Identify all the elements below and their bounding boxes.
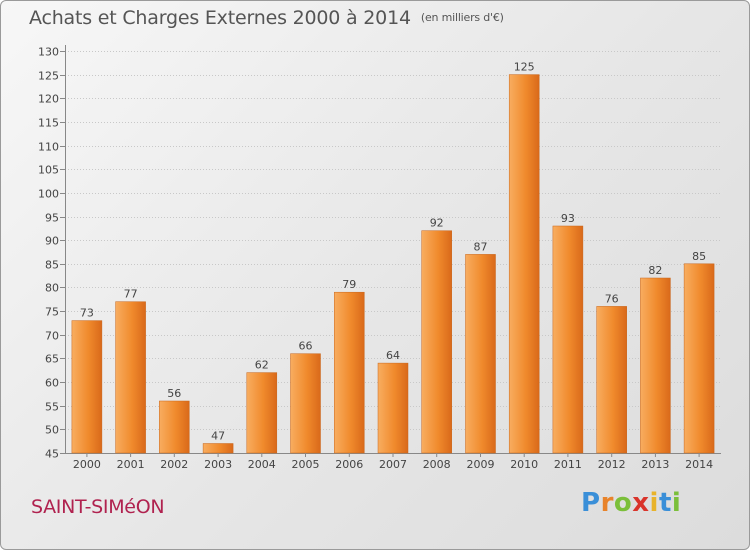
data-label: 92 — [430, 217, 444, 230]
bar-2009 — [465, 254, 496, 454]
data-label: 47 — [211, 430, 225, 443]
y-tick-label: 65 — [45, 353, 59, 366]
data-label: 87 — [474, 240, 488, 253]
data-label: 77 — [124, 288, 138, 301]
bar-2006 — [334, 291, 365, 454]
bar-2004 — [246, 372, 278, 454]
x-tick-label: 2013 — [641, 458, 669, 471]
data-label: 62 — [255, 359, 269, 372]
logo-letter: P — [581, 488, 601, 518]
x-tick-label: 2014 — [685, 458, 713, 471]
y-tick-label: 110 — [38, 141, 59, 154]
bar-2007 — [377, 362, 409, 454]
data-label: 79 — [342, 278, 356, 291]
x-tick-label: 2006 — [335, 458, 363, 471]
logo-letter: r — [600, 488, 614, 518]
y-tick-label: 55 — [45, 401, 59, 414]
y-tick-label: 85 — [45, 259, 59, 272]
data-label: 66 — [299, 340, 313, 353]
bar-2012 — [596, 306, 627, 454]
x-tick-label: 2002 — [160, 458, 188, 471]
bar-2005 — [290, 353, 321, 454]
bar-2010 — [508, 74, 540, 454]
data-label: 76 — [605, 292, 619, 305]
bar-2013 — [640, 277, 671, 454]
proxiti-logo: Proxiti — [581, 488, 681, 518]
x-tick-label: 2005 — [292, 458, 320, 471]
chart-title: Achats et Charges Externes 2000 à 2014 (e… — [29, 7, 504, 29]
data-label: 125 — [514, 61, 535, 74]
chart-title-text: Achats et Charges Externes 2000 à 2014 — [29, 7, 411, 29]
bar-2002 — [159, 400, 190, 454]
y-tick-label: 100 — [38, 188, 59, 201]
data-label: 64 — [386, 349, 400, 362]
x-tick-label: 2004 — [248, 458, 276, 471]
y-tick-label: 60 — [45, 377, 59, 390]
data-label: 56 — [167, 387, 181, 400]
data-label: 82 — [648, 264, 662, 277]
y-tick-label: 95 — [45, 212, 59, 225]
data-label: 73 — [80, 307, 94, 320]
logo-letter: o — [613, 488, 633, 518]
x-tick-label: 2000 — [73, 458, 101, 471]
y-tick-label: 105 — [38, 164, 59, 177]
x-tick-label: 2008 — [423, 458, 451, 471]
logo-letter: i — [649, 488, 659, 518]
bar-2001 — [115, 301, 146, 454]
x-tick-label: 2012 — [598, 458, 626, 471]
y-tick-label: 125 — [38, 70, 59, 83]
y-tick-label: 80 — [45, 282, 59, 295]
x-tick-label: 2003 — [204, 458, 232, 471]
logo-letter: i — [671, 488, 682, 518]
y-tick-label: 45 — [45, 448, 59, 461]
y-tick-label: 50 — [45, 424, 59, 437]
y-tick-label: 75 — [45, 306, 59, 319]
x-tick-label: 2009 — [467, 458, 495, 471]
bar-2003 — [202, 443, 234, 454]
bar-2008 — [421, 230, 452, 454]
bar-2014 — [683, 263, 715, 454]
bar-2011 — [552, 225, 584, 454]
y-tick-label: 120 — [38, 93, 59, 106]
y-tick-label: 115 — [38, 117, 59, 130]
bar-2000 — [71, 320, 103, 454]
data-label: 93 — [561, 212, 575, 225]
y-tick-label: 130 — [38, 46, 59, 59]
y-tick-label: 70 — [45, 330, 59, 343]
x-tick-label: 2007 — [379, 458, 407, 471]
y-tick-label: 90 — [45, 235, 59, 248]
x-tick-label: 2001 — [117, 458, 145, 471]
x-tick-label: 2011 — [554, 458, 582, 471]
chart-unit: (en milliers d'€) — [420, 11, 504, 24]
logo-letter: t — [658, 488, 672, 518]
x-tick-label: 2010 — [510, 458, 538, 471]
commune-name: SAINT-SIMéON — [31, 496, 165, 518]
logo-letter: x — [632, 488, 650, 518]
data-label: 85 — [692, 250, 706, 263]
